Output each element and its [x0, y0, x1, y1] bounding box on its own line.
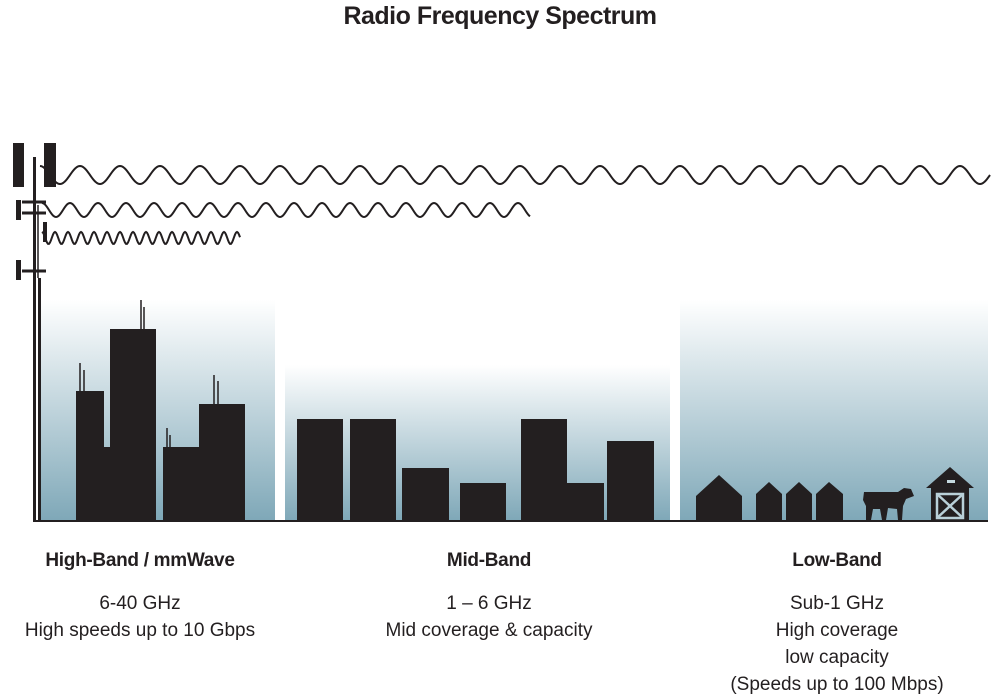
- mid-band-buildings: [297, 419, 654, 520]
- band-description: High coverage: [775, 620, 899, 641]
- building-icon: [350, 419, 396, 520]
- building-icon: [163, 447, 200, 520]
- building-icon: [566, 483, 604, 520]
- building-icon: [199, 404, 245, 520]
- band-description: High speeds up to 10 Gbps: [24, 620, 256, 641]
- band-frequency: 6-40 GHz: [99, 593, 181, 614]
- band-frequency: 1 – 6 GHz: [446, 593, 532, 614]
- high-band-wave-icon: [41, 230, 241, 245]
- band-name: Low-Band: [792, 550, 882, 571]
- high-band-label: High-Band / mmWave 6-40 GHz High speeds …: [0, 550, 290, 644]
- cow-icon: [863, 488, 914, 520]
- band-frequency: Sub-1 GHz: [790, 593, 884, 614]
- mid-band-label: Mid-Band 1 – 6 GHz Mid coverage & capaci…: [339, 550, 639, 644]
- band-description: low capacity: [785, 647, 889, 668]
- building-icon: [297, 419, 343, 520]
- building-icon: [521, 419, 567, 520]
- building-icon: [76, 391, 104, 520]
- mid-band-wave-icon: [41, 201, 531, 219]
- house-icon: [696, 475, 742, 520]
- band-name: Mid-Band: [446, 550, 532, 571]
- low-band-label: Low-Band Sub-1 GHz High coverage low cap…: [687, 550, 987, 698]
- barn-icon: [926, 467, 974, 520]
- building-icon: [402, 468, 449, 520]
- low-band-rural: [696, 467, 974, 520]
- band-description: Mid coverage & capacity: [385, 620, 593, 641]
- high-band-skyscrapers: [76, 300, 245, 520]
- band-speed: (Speeds up to 100 Mbps): [730, 674, 944, 695]
- building-icon: [103, 447, 113, 520]
- building-icon: [607, 441, 654, 520]
- low-band-wave-icon: [39, 164, 991, 186]
- skyscraper-icon: [110, 329, 156, 520]
- cell-tower-icon: [13, 143, 56, 521]
- house-icon: [816, 482, 843, 520]
- house-icon: [786, 482, 812, 520]
- building-icon: [460, 483, 506, 520]
- page-title: Radio Frequency Spectrum: [343, 2, 657, 30]
- band-name: High-Band / mmWave: [45, 550, 235, 571]
- house-icon: [756, 482, 782, 520]
